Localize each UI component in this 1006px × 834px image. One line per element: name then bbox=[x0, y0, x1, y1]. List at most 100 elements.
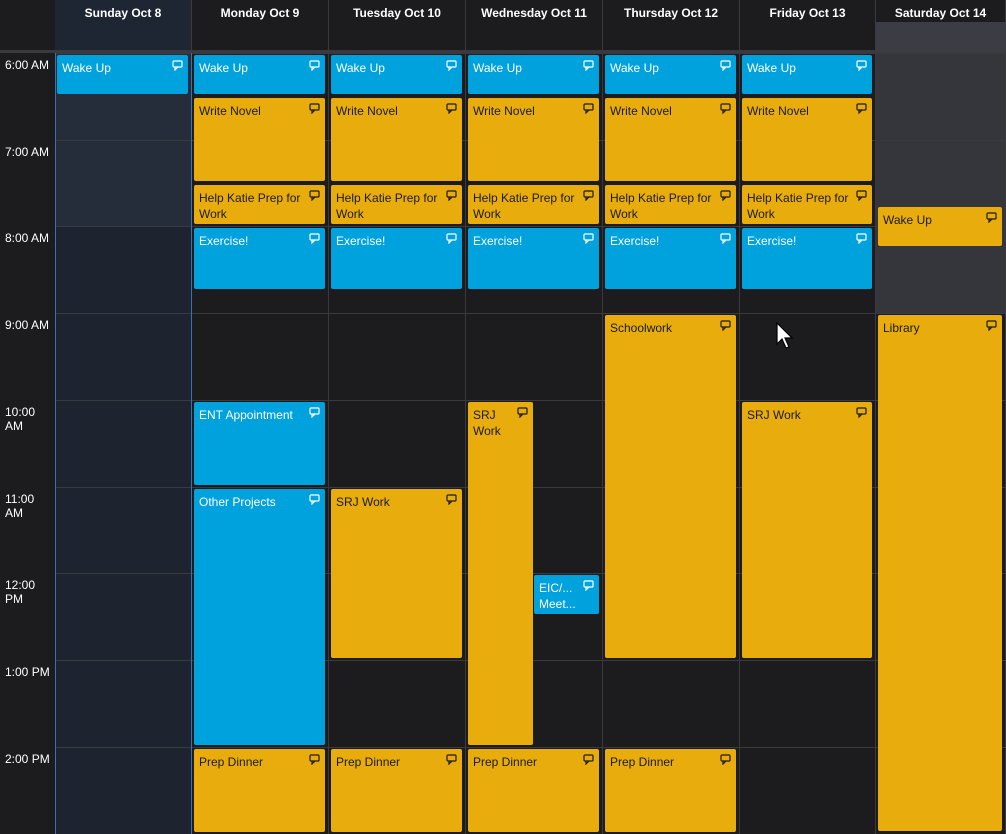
repeat-icon bbox=[309, 232, 320, 245]
event-title: Write Novel bbox=[336, 104, 398, 118]
repeat-icon bbox=[986, 319, 997, 332]
hour-gridline bbox=[740, 313, 875, 314]
event-title: Library bbox=[883, 321, 920, 335]
calendar-event[interactable]: Schoolwork bbox=[605, 315, 736, 658]
hour-gridline bbox=[56, 400, 191, 401]
event-title: SRJ Work bbox=[473, 408, 501, 438]
calendar-event[interactable]: Exercise! bbox=[605, 228, 736, 289]
calendar-event[interactable]: Write Novel bbox=[468, 98, 599, 181]
hour-gridline bbox=[329, 747, 465, 748]
repeat-icon bbox=[309, 59, 320, 72]
calendar-event[interactable]: Write Novel bbox=[605, 98, 736, 181]
calendar-event[interactable]: Help Katie Prep for Work bbox=[194, 185, 325, 224]
day-header-3[interactable]: Tuesday Oct 10 bbox=[329, 0, 466, 50]
calendar-event[interactable]: Wake Up bbox=[331, 55, 462, 94]
calendar-event[interactable]: Wake Up bbox=[605, 55, 736, 94]
event-title: Help Katie Prep for Work bbox=[610, 191, 712, 221]
calendar-event[interactable]: Write Novel bbox=[194, 98, 325, 181]
repeat-icon bbox=[172, 59, 183, 72]
event-title: Wake Up bbox=[336, 61, 385, 75]
day-header-4[interactable]: Wednesday Oct 11 bbox=[466, 0, 603, 50]
hour-gridline bbox=[56, 573, 191, 574]
time-label: 6:00 AM bbox=[5, 58, 50, 72]
day-header-5[interactable]: Thursday Oct 12 bbox=[603, 0, 740, 50]
repeat-icon bbox=[583, 753, 594, 766]
hour-gridline bbox=[740, 747, 875, 748]
event-title: Exercise! bbox=[610, 234, 660, 248]
hour-gridline bbox=[56, 660, 191, 661]
calendar-event[interactable]: SRJ Work bbox=[742, 402, 872, 658]
calendar-event[interactable]: Prep Dinner bbox=[194, 749, 325, 832]
day-header-1[interactable]: Sunday Oct 8 bbox=[55, 0, 192, 50]
calendar-event[interactable]: EIC/... Meet... bbox=[534, 575, 599, 614]
all-day-strip[interactable] bbox=[876, 22, 1006, 52]
time-label: 12:00 PM bbox=[5, 578, 36, 606]
calendar-event[interactable]: SRJ Work bbox=[331, 489, 462, 658]
calendar-event[interactable]: Write Novel bbox=[331, 98, 462, 181]
calendar-event[interactable]: Exercise! bbox=[194, 228, 325, 289]
calendar-event[interactable]: Write Novel bbox=[742, 98, 872, 181]
calendar-event[interactable]: Wake Up bbox=[742, 55, 872, 94]
repeat-icon bbox=[309, 406, 320, 419]
repeat-icon bbox=[583, 189, 594, 202]
calendar-event[interactable]: Help Katie Prep for Work bbox=[331, 185, 462, 224]
calendar-event[interactable]: Wake Up bbox=[468, 55, 599, 94]
repeat-icon bbox=[720, 189, 731, 202]
day-column-1[interactable] bbox=[55, 53, 192, 834]
hour-gridline bbox=[192, 226, 328, 227]
event-title: Exercise! bbox=[199, 234, 249, 248]
hour-gridline bbox=[466, 660, 602, 661]
time-label: 7:00 AM bbox=[5, 145, 50, 159]
header-divider bbox=[0, 50, 1006, 53]
calendar-event[interactable]: Help Katie Prep for Work bbox=[605, 185, 736, 224]
hour-gridline bbox=[466, 573, 602, 574]
hour-gridline bbox=[876, 313, 1005, 314]
calendar-event[interactable]: Prep Dinner bbox=[468, 749, 599, 832]
calendar-event[interactable]: Exercise! bbox=[331, 228, 462, 289]
repeat-icon bbox=[720, 753, 731, 766]
repeat-icon bbox=[583, 579, 594, 592]
event-title: Prep Dinner bbox=[336, 755, 401, 769]
calendar-event[interactable]: Prep Dinner bbox=[331, 749, 462, 832]
repeat-icon bbox=[583, 59, 594, 72]
repeat-icon bbox=[720, 102, 731, 115]
event-title: Wake Up bbox=[883, 213, 932, 227]
repeat-icon bbox=[583, 232, 594, 245]
event-title: Wake Up bbox=[747, 61, 796, 75]
hour-gridline bbox=[740, 226, 875, 227]
calendar-event[interactable]: Help Katie Prep for Work bbox=[468, 185, 599, 224]
calendar-event[interactable]: Exercise! bbox=[468, 228, 599, 289]
hour-gridline bbox=[329, 53, 465, 54]
event-title: Wake Up bbox=[610, 61, 659, 75]
hour-gridline bbox=[466, 487, 602, 488]
time-label: 8:00 AM bbox=[5, 231, 50, 245]
day-header-2[interactable]: Monday Oct 9 bbox=[192, 0, 329, 50]
calendar-event[interactable]: SRJ Work bbox=[468, 402, 533, 745]
hour-gridline bbox=[603, 747, 739, 748]
day-header-6[interactable]: Friday Oct 13 bbox=[740, 0, 876, 50]
repeat-icon bbox=[446, 102, 457, 115]
event-title: Wake Up bbox=[473, 61, 522, 75]
calendar-event[interactable]: ENT Appointment bbox=[194, 402, 325, 485]
calendar-event[interactable]: Wake Up bbox=[194, 55, 325, 94]
event-title: SRJ Work bbox=[336, 495, 390, 509]
calendar-event[interactable]: Library bbox=[878, 315, 1002, 831]
event-title: Exercise! bbox=[747, 234, 797, 248]
repeat-icon bbox=[446, 189, 457, 202]
hour-gridline bbox=[329, 313, 465, 314]
calendar-event[interactable]: Wake Up bbox=[878, 207, 1002, 246]
repeat-icon bbox=[309, 493, 320, 506]
repeat-icon bbox=[720, 319, 731, 332]
repeat-icon bbox=[446, 753, 457, 766]
time-label: 1:00 PM bbox=[5, 665, 50, 679]
event-title: EIC/... Meet... bbox=[539, 581, 576, 611]
hour-gridline bbox=[876, 140, 1005, 141]
calendar-event[interactable]: Help Katie Prep for Work bbox=[742, 185, 872, 224]
repeat-icon bbox=[309, 189, 320, 202]
day-column-3[interactable] bbox=[329, 53, 466, 834]
calendar-event[interactable]: Other Projects bbox=[194, 489, 325, 745]
calendar-event[interactable]: Prep Dinner bbox=[605, 749, 736, 832]
calendar-event[interactable]: Wake Up bbox=[57, 55, 188, 94]
repeat-icon bbox=[583, 102, 594, 115]
calendar-event[interactable]: Exercise! bbox=[742, 228, 872, 289]
